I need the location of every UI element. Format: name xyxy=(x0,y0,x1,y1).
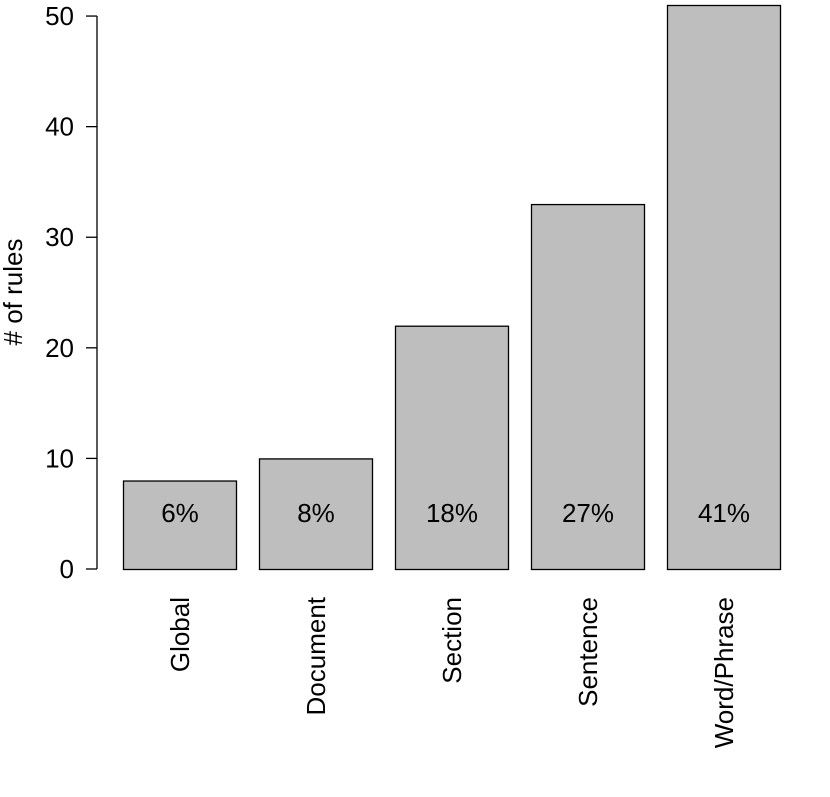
data-labels: 6% 8% 18% 27% 41% xyxy=(161,498,750,528)
y-axis-title: # of rules xyxy=(0,239,28,346)
bar xyxy=(666,4,782,571)
bar xyxy=(394,325,510,571)
y-tick-label: 50 xyxy=(45,1,74,31)
x-tick-label: Sentence xyxy=(573,597,603,707)
y-axis: 0 10 20 30 40 50 xyxy=(45,1,98,584)
bar-data-label: 6% xyxy=(161,498,199,528)
x-tick-label: Section xyxy=(437,597,467,684)
x-tick-label: Document xyxy=(301,596,331,715)
y-tick-label: 10 xyxy=(45,443,74,473)
bar xyxy=(530,203,646,571)
y-tick-label: 40 xyxy=(45,112,74,142)
x-tick-label: Word/Phrase xyxy=(709,597,739,748)
y-tick-label: 20 xyxy=(45,333,74,363)
bar-data-label: 8% xyxy=(297,498,335,528)
x-tick-labels: Global Document Section Sentence Word/Phrase xyxy=(165,596,739,748)
bar-data-label: 41% xyxy=(698,498,750,528)
bars xyxy=(122,4,782,571)
y-tick-label: 0 xyxy=(60,554,74,584)
y-tick-label: 30 xyxy=(45,222,74,252)
bar-data-label: 27% xyxy=(562,498,614,528)
bar xyxy=(258,458,374,571)
bar xyxy=(122,480,238,571)
x-tick-label: Global xyxy=(165,597,195,672)
bar-data-label: 18% xyxy=(426,498,478,528)
